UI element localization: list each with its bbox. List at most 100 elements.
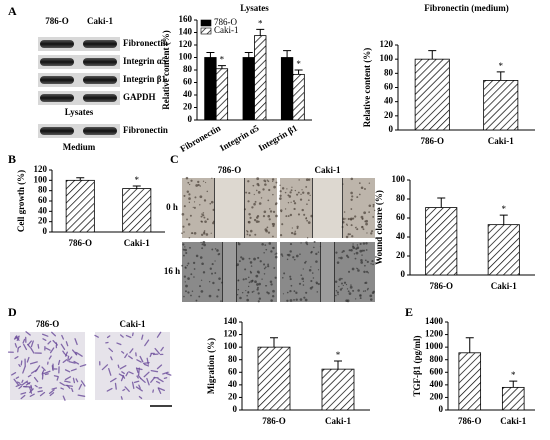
cell-speck [366, 288, 369, 291]
migrated-cell [62, 350, 66, 355]
migrated-cell [119, 365, 127, 370]
cell-speck [335, 294, 337, 297]
migrated-cell [51, 387, 58, 390]
y-tick-label: 1400 [425, 316, 444, 326]
cell-speck [237, 241, 240, 244]
migrated-cell [152, 389, 155, 393]
cell-speck [237, 279, 240, 281]
migrated-cell [124, 386, 130, 392]
cell-speck [185, 290, 187, 293]
cell-speck [263, 273, 266, 275]
cell-speck [206, 218, 209, 221]
cell-speck [278, 197, 282, 200]
cell-speck [335, 289, 338, 292]
migrated-cell [73, 360, 80, 365]
migrated-cell [29, 387, 33, 394]
wound-gap [214, 178, 245, 238]
cell-speck [275, 252, 278, 255]
cell-speck [352, 243, 354, 245]
cell-speck [256, 288, 259, 291]
y-axis-label: Relative content (%) [362, 48, 372, 127]
cell-speck [274, 255, 278, 259]
migrated-cell [68, 360, 76, 364]
cell-speck [193, 232, 197, 235]
cell-speck [346, 299, 350, 303]
y-tick-label: 100 [392, 174, 406, 184]
cell-speck [189, 246, 191, 249]
migrated-cell [162, 371, 169, 375]
cell-speck [297, 213, 301, 216]
cell-speck [296, 225, 299, 228]
y-tick-label: 160 [179, 14, 193, 24]
migrated-cell [131, 381, 135, 390]
cell-speck [200, 233, 204, 236]
migrated-cell [143, 371, 150, 378]
migrated-cell [77, 394, 86, 397]
cell-speck [200, 279, 203, 281]
cell-speck [336, 261, 340, 264]
cell-speck [289, 275, 292, 278]
cell-speck [255, 220, 259, 223]
cell-speck [300, 242, 302, 244]
cell-speck [263, 263, 266, 266]
cell-speck [188, 201, 191, 204]
cell-speck [338, 285, 340, 288]
migrated-cell [65, 341, 69, 347]
x-tick-label: Caki-1 [124, 238, 151, 248]
y-tick-label: 100 [179, 52, 193, 62]
cell-speck [310, 266, 312, 268]
migrated-cell [127, 355, 133, 360]
cell-speck [203, 216, 206, 219]
image-column-label: Caki-1 [314, 165, 341, 175]
cell-speck [342, 217, 345, 221]
cell-speck [303, 296, 306, 299]
cell-speck [264, 228, 268, 232]
cell-speck [211, 263, 214, 266]
significance-mark: * [499, 61, 504, 71]
cell-speck [301, 189, 303, 191]
cell-speck [299, 198, 303, 201]
cell-speck [348, 292, 352, 295]
y-tick-label: 60 [384, 82, 394, 92]
cell-speck [286, 253, 289, 256]
migrated-cell [15, 376, 20, 379]
image-row-label: 0 h [166, 202, 178, 212]
migrated-cell [146, 377, 150, 386]
migrated-cell [154, 347, 161, 355]
cell-speck [241, 257, 245, 261]
migrated-cell [41, 366, 46, 371]
cell-speck [287, 202, 290, 204]
cell-speck [349, 218, 353, 221]
cell-speck [182, 254, 185, 257]
cell-speck [315, 252, 318, 256]
migrated-cell [61, 334, 65, 340]
cell-speck [259, 260, 262, 263]
cell-speck [249, 229, 253, 233]
migrated-cell [14, 343, 18, 348]
cell-speck [352, 217, 355, 220]
migrated-cell [138, 384, 141, 389]
error-bar [509, 380, 518, 388]
cell-speck [204, 220, 207, 223]
cell-speck [248, 276, 250, 279]
error-bar [499, 214, 508, 225]
cell-speck [256, 182, 260, 186]
cell-speck [200, 220, 203, 223]
migrated-cell [30, 384, 33, 391]
migrated-cell [79, 364, 87, 368]
migrated-cell [157, 387, 165, 392]
cell-speck [253, 290, 255, 292]
cell-speck [183, 231, 185, 233]
cell-speck [182, 248, 185, 251]
cell-speck [274, 203, 277, 206]
blot-band [83, 127, 117, 135]
cell-speck [245, 191, 248, 194]
migrated-cell [94, 334, 99, 338]
legend-label: Caki-1 [214, 25, 239, 35]
bar [242, 57, 255, 121]
y-axis-label: Relative content (%) [161, 30, 171, 109]
cell-speck [251, 291, 254, 293]
cell-speck [252, 184, 255, 187]
cell-speck [304, 298, 308, 302]
